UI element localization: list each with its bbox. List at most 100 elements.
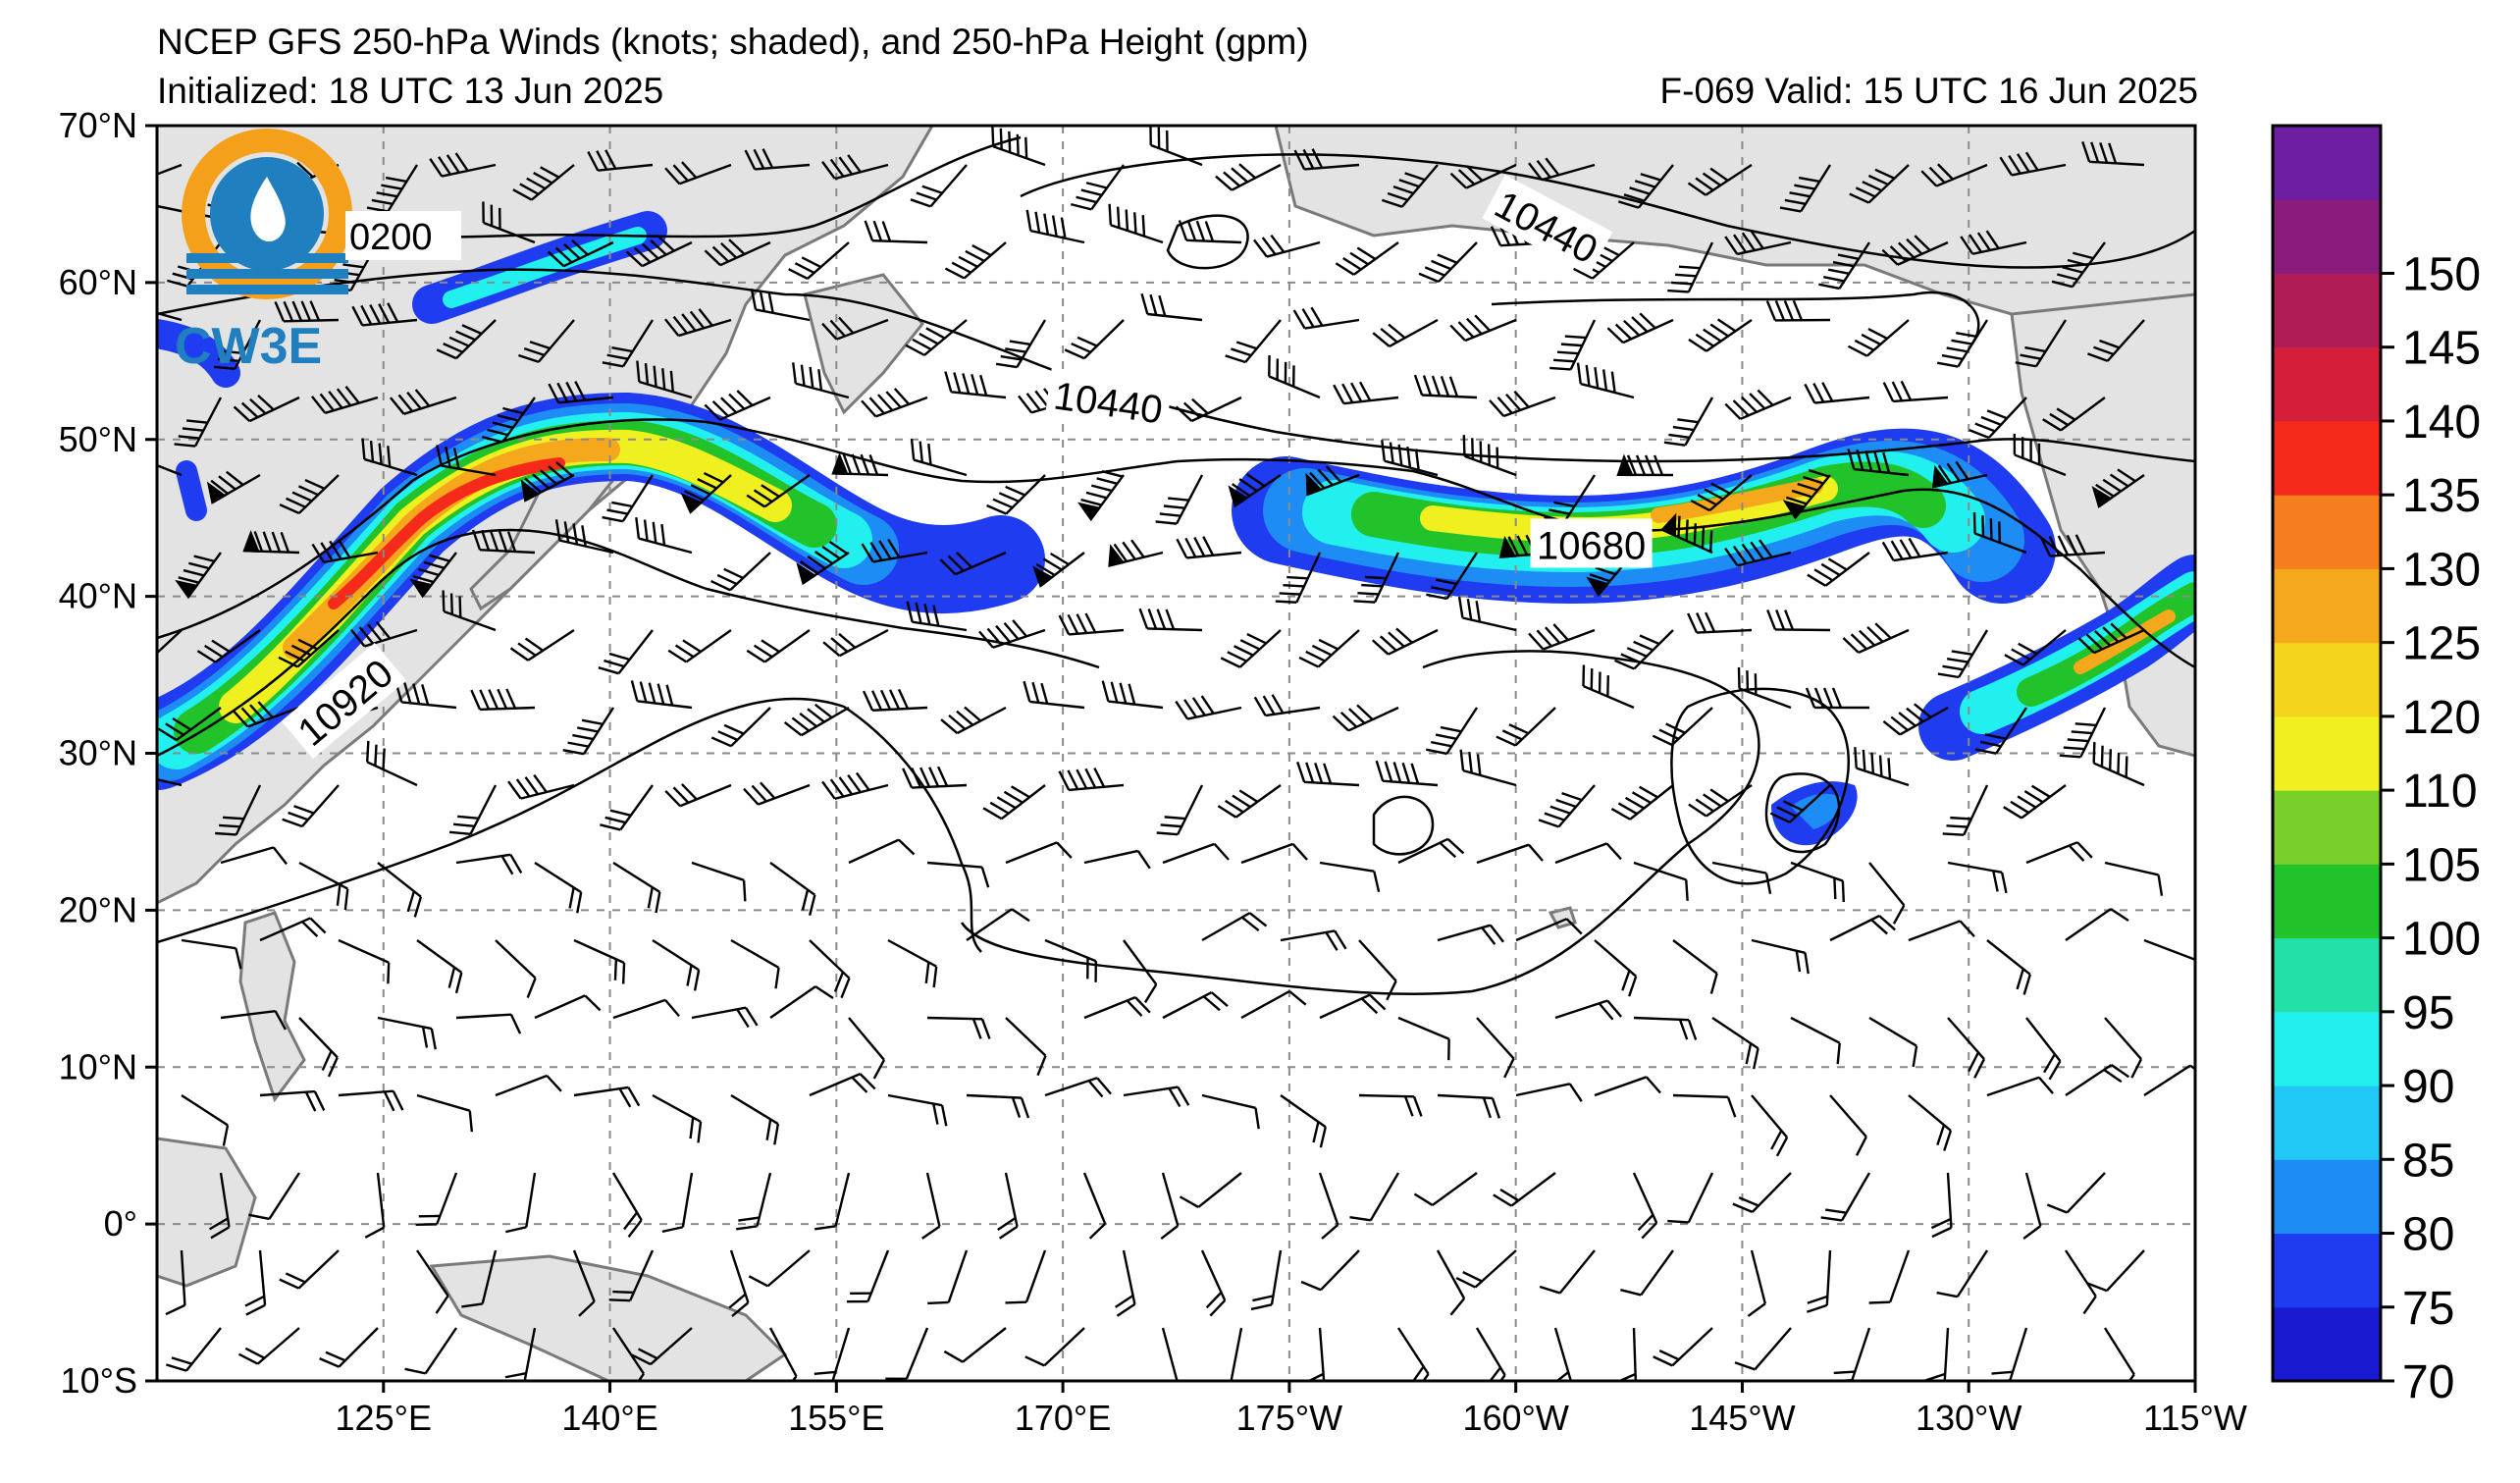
wind-barb <box>680 471 732 514</box>
wind-barb <box>2064 1249 2097 1315</box>
wind-barb <box>1058 612 1125 636</box>
colorbar-segment <box>2273 199 2381 274</box>
cw3e-logo: CW3E <box>175 129 352 375</box>
wind-barb <box>1201 912 1268 942</box>
wind-barb <box>1138 608 1203 632</box>
wind-barb <box>1293 148 1360 171</box>
wind-barb <box>861 388 928 418</box>
wind-barb <box>1528 623 1596 651</box>
colorbar-segment <box>2273 1233 2381 1308</box>
wind-barb <box>600 784 654 831</box>
wind-barb <box>1947 1017 1986 1079</box>
wind-barb <box>1820 1172 1871 1222</box>
wind-barb <box>631 1327 693 1366</box>
wind-barb <box>278 629 340 668</box>
wind-barb <box>1663 397 1714 447</box>
wind-barb <box>196 629 261 663</box>
wind-barb <box>1083 996 1151 1020</box>
wind-barb <box>1554 842 1622 865</box>
colorbar-label: 70 <box>2402 1356 2454 1408</box>
wind-barb <box>1667 1172 1714 1224</box>
wind-barb <box>237 1327 300 1365</box>
wind-barb <box>995 319 1047 369</box>
wind-barb <box>1071 164 1125 211</box>
wind-barb <box>1724 389 1792 420</box>
wind-barb <box>846 1249 890 1303</box>
colorbar-segment <box>2273 420 2381 496</box>
wind-barb <box>1688 318 1753 352</box>
wind-barb <box>635 517 693 555</box>
wind-barb <box>416 1249 449 1314</box>
colorbar-segment <box>2273 1306 2381 1382</box>
wind-barb <box>338 1089 404 1112</box>
wind-barb <box>1462 435 1517 477</box>
wind-barb <box>1652 707 1713 747</box>
wind-barb <box>482 201 536 244</box>
wind-barb <box>691 861 747 902</box>
wind-barb <box>1594 939 1638 997</box>
wind-barb <box>1397 1016 1450 1061</box>
wind-barb <box>1734 1327 1792 1371</box>
wind-barb <box>1215 163 1282 191</box>
wind-barb <box>1413 1172 1478 1206</box>
contour-label-10200-box: 0200 <box>345 211 461 260</box>
wind-barb <box>377 862 423 918</box>
valid-time: F-069 Valid: 15 UTC 16 Jun 2025 <box>1659 71 2198 111</box>
wind-barb <box>1200 1249 1227 1317</box>
wind-barb <box>710 707 771 748</box>
wind-barb <box>1999 151 2067 177</box>
wind-barb <box>1539 1249 1596 1295</box>
wind-barb <box>213 319 262 371</box>
wind-barb <box>1396 1327 1430 1381</box>
wind-barb <box>1418 241 1478 284</box>
wind-barb <box>691 1006 759 1029</box>
wind-barb <box>1881 537 1949 562</box>
wind-barb <box>181 938 242 970</box>
wind-barb <box>612 861 661 914</box>
wind-barb <box>242 530 300 555</box>
wind-barb <box>769 985 834 1019</box>
wind-barb <box>730 1093 780 1145</box>
wind-barb <box>1426 707 1479 756</box>
lon-label: 175°W <box>1236 1398 1342 1438</box>
wind-barb <box>1162 842 1230 865</box>
wind-barb <box>534 861 583 914</box>
wind-barb <box>1280 929 1347 951</box>
lat-label: 20°N <box>59 889 137 929</box>
wind-barb <box>704 238 771 267</box>
wind-barb <box>208 1172 231 1240</box>
wind-barb <box>1319 993 1387 1020</box>
wind-barb <box>165 1327 222 1372</box>
wind-barb <box>1653 1327 1713 1367</box>
wind-barb <box>1253 694 1321 717</box>
colorbar-segment <box>2273 495 2381 569</box>
lat-label: 70°N <box>59 105 137 145</box>
wind-barb <box>1667 241 1714 293</box>
wind-barb <box>1986 939 2031 995</box>
wind-barb <box>1159 1327 1179 1381</box>
lat-label: 10°N <box>59 1046 137 1086</box>
wind-barb <box>1882 380 1949 403</box>
wind-barb <box>602 319 655 368</box>
wind-barb <box>175 552 222 600</box>
wind-barb <box>351 302 418 327</box>
wind-barb <box>1807 552 1870 587</box>
philippines-land <box>238 911 306 1103</box>
wind-barb <box>848 1017 886 1080</box>
wind-barb <box>750 289 811 322</box>
wind-barb <box>902 766 968 789</box>
wind-barb <box>1937 629 1989 679</box>
wind-barb <box>1847 448 1910 477</box>
colorbar-segment <box>2273 715 2381 791</box>
wind-barb <box>978 619 1046 649</box>
wind-barb <box>509 628 575 662</box>
wind-barb <box>1690 474 1753 512</box>
colorbar-segment <box>2273 790 2381 865</box>
wind-barb <box>215 784 262 836</box>
siberia-jet <box>157 319 240 521</box>
wind-barb <box>1332 704 1399 732</box>
wind-barb <box>1077 469 1125 522</box>
logo-wave-1 <box>186 253 348 263</box>
wind-barb <box>1779 164 1832 213</box>
wind-barb <box>744 148 811 171</box>
